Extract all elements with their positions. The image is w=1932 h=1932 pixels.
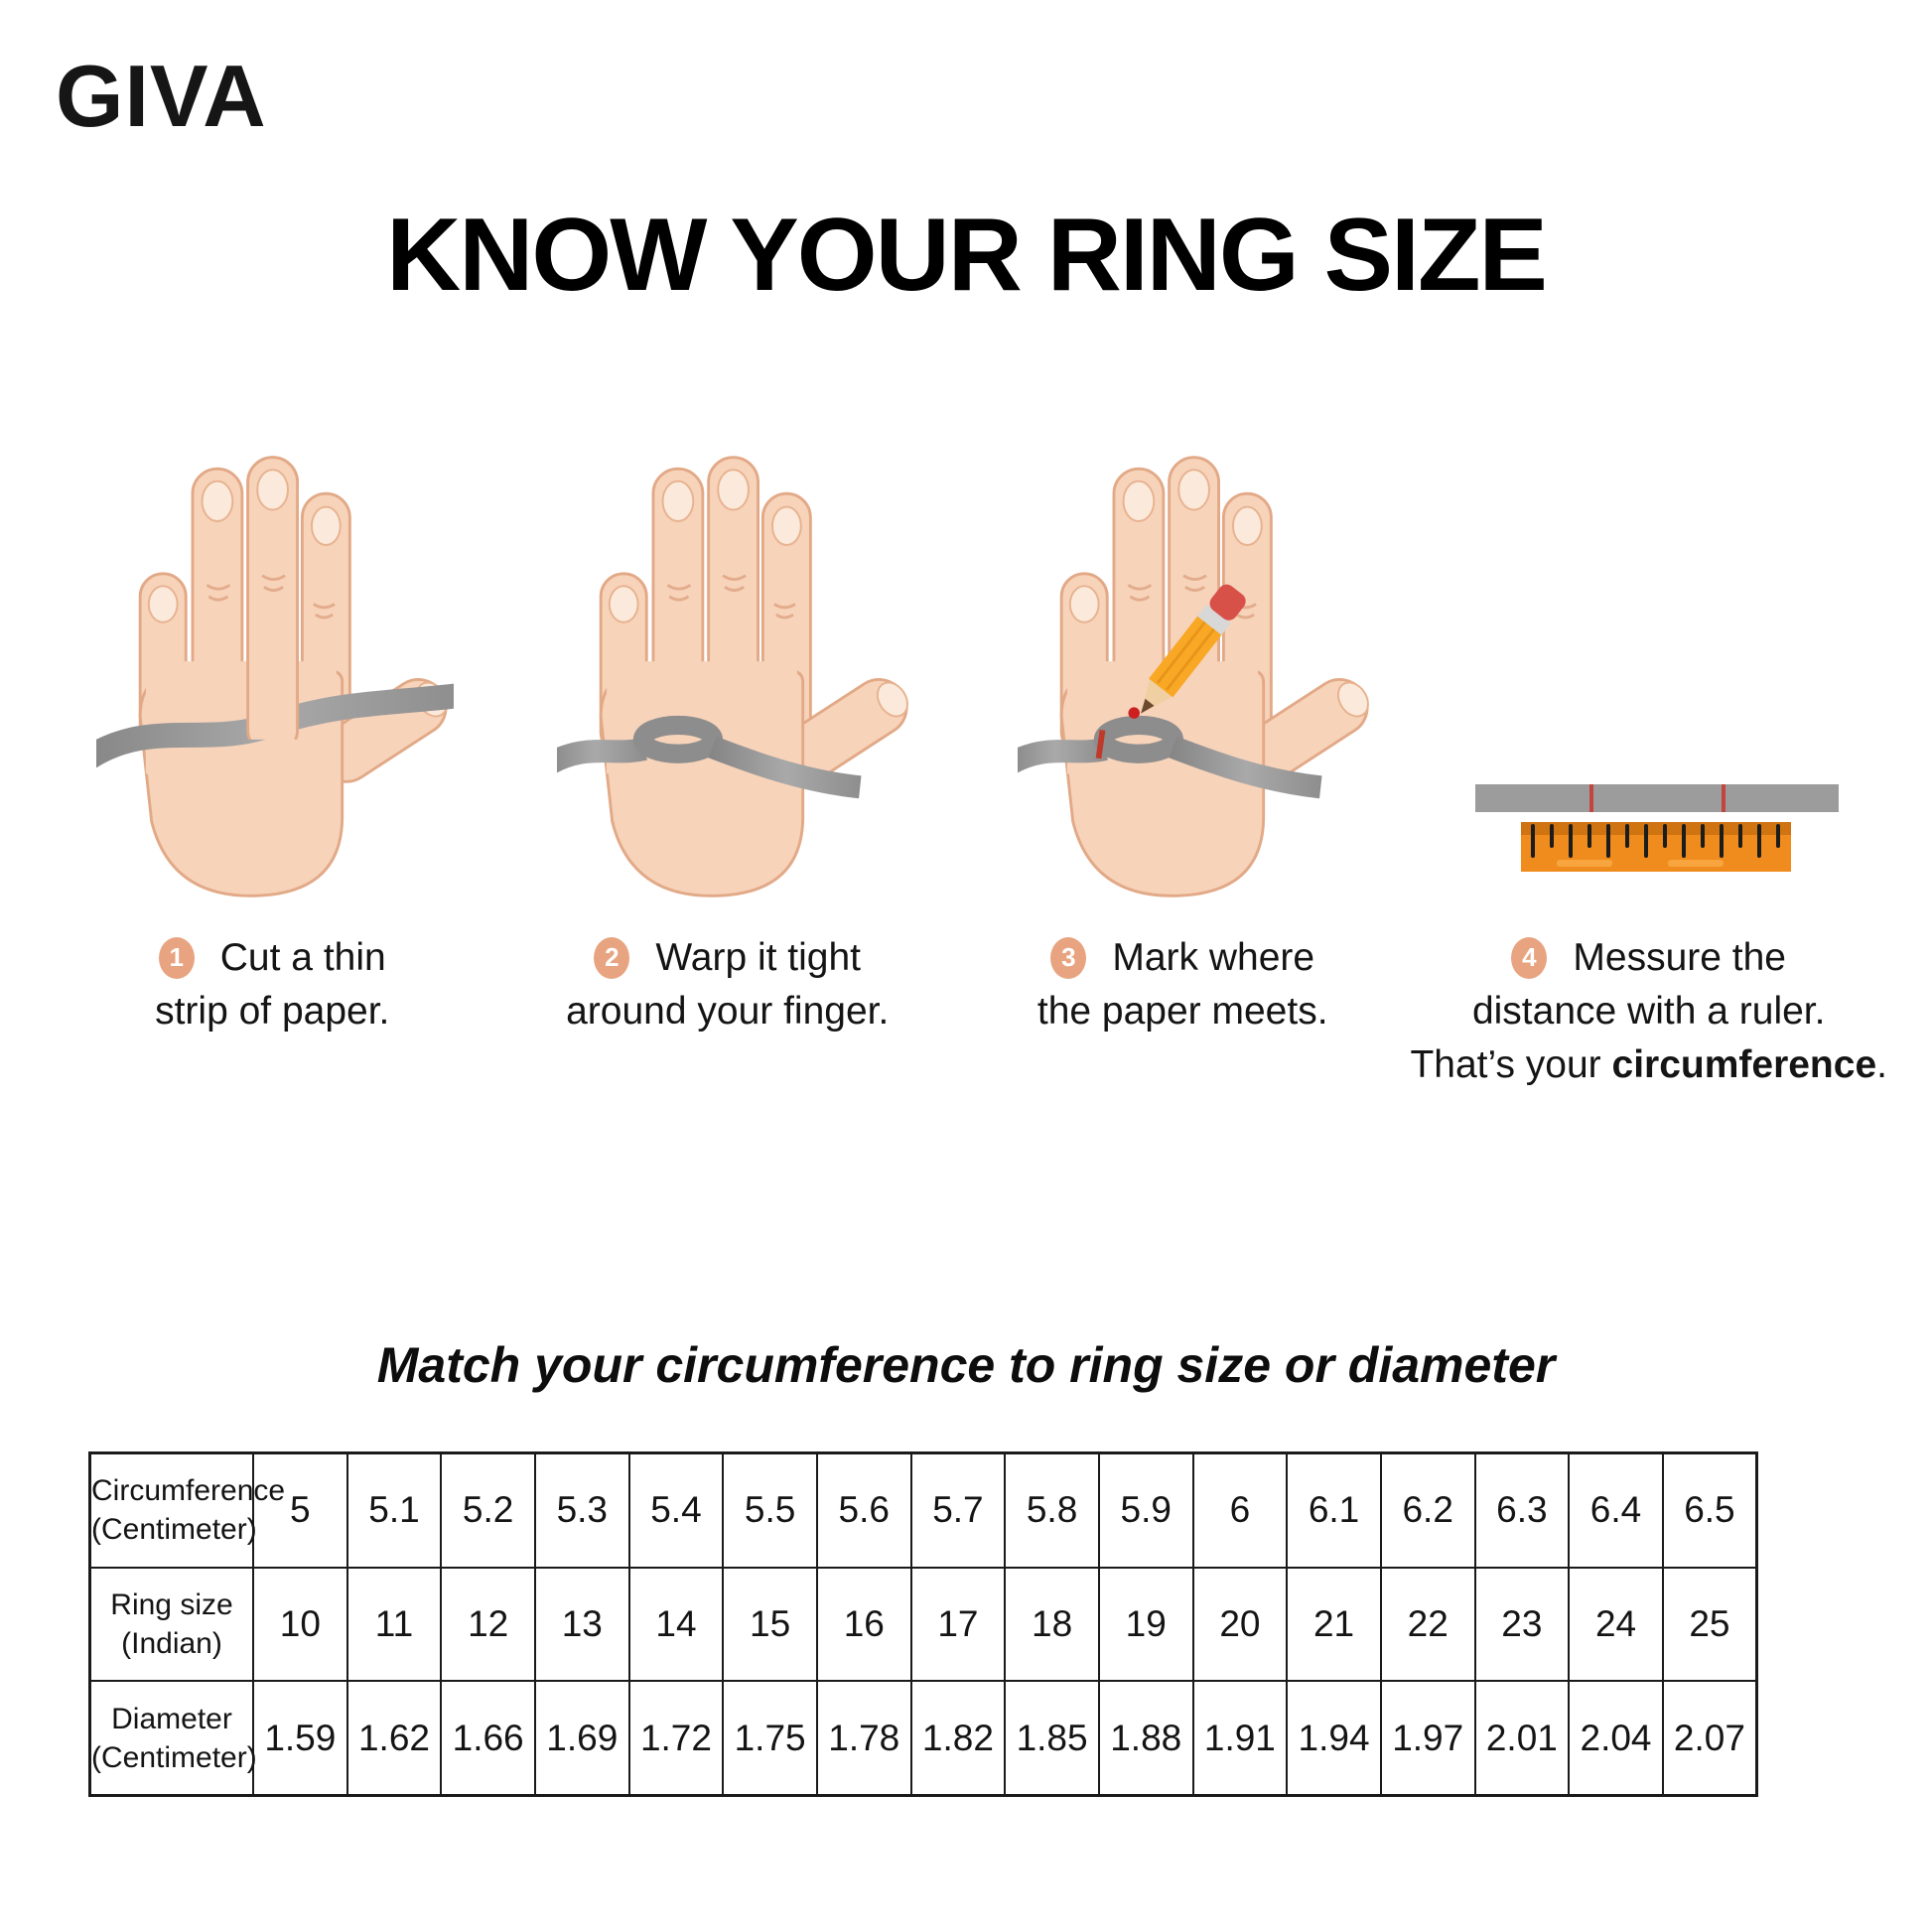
- value-cell: 1.91: [1191, 1680, 1289, 1797]
- step-2-illustration: [505, 421, 966, 933]
- table-row: Diameter (Centimeter) 1.59 1.62 1.66 1.69 1.72…: [88, 1680, 1758, 1797]
- value-cell: 6.5: [1661, 1451, 1758, 1569]
- value-cell: 6.2: [1379, 1451, 1476, 1569]
- row-label: Circumference (Centimeter): [88, 1451, 285, 1569]
- value-cell: 12: [440, 1566, 536, 1683]
- value-cell: 6.1: [1286, 1451, 1382, 1569]
- value-cell: 20: [1191, 1566, 1289, 1683]
- value-cell: 2.07: [1661, 1680, 1758, 1797]
- step-4-text-line3: That’s your circumference.: [1410, 1042, 1887, 1086]
- step-3-text-line2: the paper meets.: [1036, 989, 1328, 1033]
- table-row: Ring size (Indian) 10 11 12 13 14 15 16 17 18 19 20 2…: [88, 1566, 1758, 1683]
- value-cell: 11: [345, 1566, 443, 1683]
- step-2-number-badge: 2: [594, 936, 630, 979]
- step-1-text-line1: Cut a thin: [219, 936, 386, 979]
- step-1-number-badge: 1: [158, 936, 195, 979]
- value-cell: 1.75: [722, 1680, 818, 1797]
- hand-with-pencil-mark-icon: [1018, 456, 1375, 897]
- hand-with-wrapped-strip-icon: [557, 456, 914, 897]
- value-cell: 5.6: [815, 1451, 912, 1569]
- table-row: Circumference (Centimeter) 5 5.1 5.2 5.3 5.4 5.…: [88, 1451, 1758, 1569]
- value-cell: 5.5: [722, 1451, 818, 1569]
- value-cell: 21: [1286, 1566, 1382, 1683]
- value-cell: 2.01: [1473, 1680, 1571, 1797]
- value-cell: 17: [909, 1566, 1007, 1683]
- value-cell: 5.1: [345, 1451, 443, 1569]
- value-cell: 22: [1379, 1566, 1476, 1683]
- step-2-text-line1: Warp it tight: [655, 936, 862, 979]
- value-cell: 1.69: [533, 1680, 630, 1797]
- table-subtitle: Match your circumference to ring size or…: [376, 1337, 1556, 1393]
- step-1-text-line2: strip of paper.: [155, 989, 390, 1033]
- step-3-text-line1: Mark where: [1112, 936, 1315, 979]
- step-3-illustration: [966, 421, 1427, 933]
- step-3: 3 Mark where the paper meets.: [955, 931, 1410, 1091]
- row-label: Ring size (Indian): [88, 1566, 254, 1683]
- step-4-illustration: [1427, 421, 1887, 933]
- steps-row: 1 Cut a thin strip of paper. 2 Warp it t…: [45, 931, 1887, 1091]
- value-cell: 13: [533, 1566, 630, 1683]
- red-mark: [1095, 729, 1106, 759]
- value-cell: 1.88: [1097, 1680, 1194, 1797]
- value-cell: 5.7: [909, 1451, 1007, 1569]
- value-cell: 5.8: [1004, 1451, 1100, 1569]
- row-label: Diameter (Centimeter): [88, 1680, 257, 1797]
- step-3-number-badge: 3: [1050, 936, 1087, 979]
- value-cell: 19: [1097, 1566, 1194, 1683]
- ring-size-table: Circumference (Centimeter) 5 5.1 5.2 5.3 5.4 5.…: [88, 1451, 1758, 1797]
- value-cell: 1.94: [1286, 1680, 1382, 1797]
- value-cell: 1.78: [815, 1680, 912, 1797]
- value-cell: 16: [815, 1566, 912, 1683]
- value-cell: 2.04: [1568, 1680, 1664, 1797]
- value-cell: 23: [1473, 1566, 1571, 1683]
- value-cell: 1.62: [345, 1680, 443, 1797]
- step-4-text-line2: distance with a ruler.: [1471, 989, 1826, 1033]
- value-cell: 6.4: [1568, 1451, 1664, 1569]
- value-cell: 1.66: [440, 1680, 536, 1797]
- illustration-row: [45, 421, 1887, 933]
- value-cell: 5: [252, 1451, 348, 1569]
- value-cell: 24: [1568, 1566, 1664, 1683]
- ring-size-table-wrap: Circumference (Centimeter) 5 5.1 5.2 5.3 5.4 5.…: [88, 1451, 1758, 1797]
- value-cell: 1.59: [252, 1680, 348, 1797]
- value-cell: 15: [722, 1566, 818, 1683]
- step-4-text-line1: Messure the: [1573, 936, 1787, 979]
- value-cell: 1.97: [1379, 1680, 1476, 1797]
- page-title: KNOW YOUR RING SIZE: [386, 198, 1548, 313]
- value-cell: 5.9: [1097, 1451, 1194, 1569]
- measured-paper-strip: [1475, 784, 1839, 812]
- value-cell: 6.3: [1473, 1451, 1571, 1569]
- brand-logo: GIVA: [56, 47, 267, 145]
- value-cell: 6: [1191, 1451, 1289, 1569]
- ring-size-table-body: Circumference (Centimeter) 5 5.1 5.2 5.3 5.4 5.…: [88, 1451, 1758, 1797]
- value-cell: 1.85: [1004, 1680, 1100, 1797]
- value-cell: 5.3: [533, 1451, 630, 1569]
- value-cell: 1.72: [627, 1680, 725, 1797]
- value-cell: 5.4: [627, 1451, 725, 1569]
- step-4-number-badge: 4: [1511, 936, 1548, 979]
- step-2: 2 Warp it tight around your finger.: [499, 931, 954, 1091]
- hand-with-paper-strip-icon: [96, 456, 454, 897]
- step-1-illustration: [45, 421, 505, 933]
- step-4: 4 Messure the distance with a ruler. Tha…: [1410, 931, 1887, 1091]
- value-cell: 18: [1004, 1566, 1100, 1683]
- value-cell: 10: [252, 1566, 348, 1683]
- step-2-text-line2: around your finger.: [566, 989, 890, 1033]
- value-cell: 5.2: [440, 1451, 536, 1569]
- ruler-icon: [1475, 784, 1839, 872]
- value-cell: 25: [1661, 1566, 1758, 1683]
- step-1: 1 Cut a thin strip of paper.: [45, 931, 499, 1091]
- value-cell: 14: [627, 1566, 725, 1683]
- value-cell: 1.82: [909, 1680, 1007, 1797]
